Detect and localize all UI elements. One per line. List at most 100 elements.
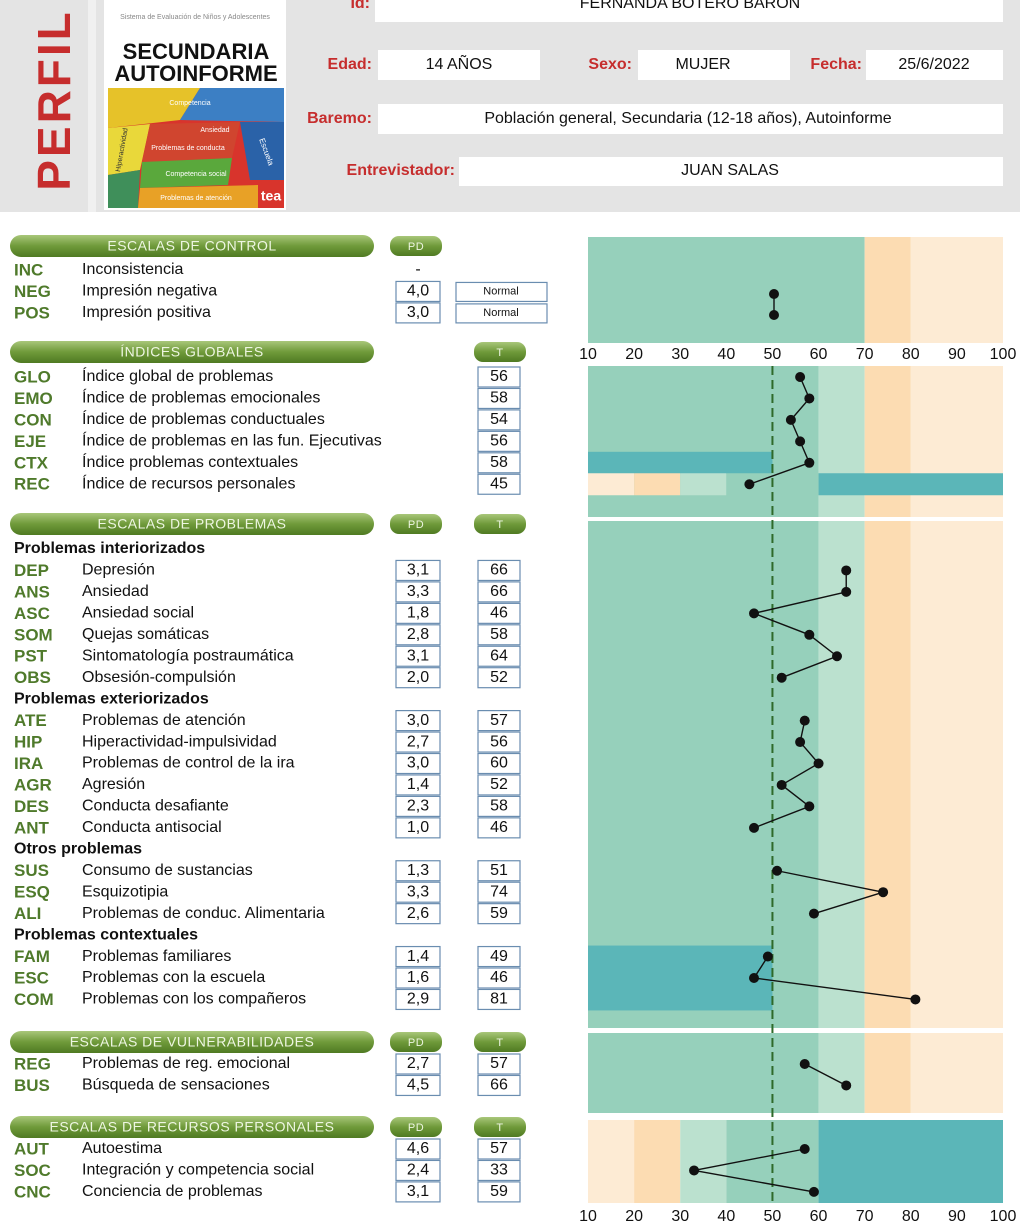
profile-point — [777, 780, 787, 790]
band — [680, 1120, 726, 1203]
scale-label: Obsesión-compulsión — [82, 669, 236, 686]
section-title: ESCALAS DE PROBLEMAS — [98, 516, 287, 532]
status: Normal — [483, 285, 518, 297]
column-title: PD — [408, 1037, 424, 1049]
status: Normal — [483, 307, 518, 319]
scale-code: HIP — [14, 733, 42, 752]
band — [588, 237, 865, 343]
pd-value: 4,6 — [407, 1140, 429, 1157]
t-value: 46 — [490, 819, 508, 836]
band — [819, 1120, 1003, 1203]
band — [588, 473, 634, 495]
field-label: Fecha: — [810, 56, 862, 73]
scale-label: Inconsistencia — [82, 261, 183, 278]
axis-tick-label: 40 — [717, 1208, 735, 1225]
pd-value: 3,0 — [407, 304, 429, 321]
t-value: 58 — [490, 454, 508, 471]
scale-label: Índice de problemas emocionales — [82, 388, 320, 407]
scale-label: Depresión — [82, 562, 155, 579]
axis-tick-label: 80 — [902, 346, 920, 363]
scale-label: Ansiedad social — [82, 605, 194, 622]
t-value: 58 — [490, 626, 508, 643]
section-title: ESCALAS DE VULNERABILIDADES — [70, 1034, 315, 1050]
axis-tick-label: 30 — [671, 346, 689, 363]
scale-label: Hiperactividad-impulsividad — [82, 733, 277, 750]
scale-code: ATE — [14, 711, 47, 730]
band — [819, 473, 1003, 495]
scale-label: Problemas con los compañeros — [82, 991, 306, 1008]
pd-value: 2,7 — [407, 1055, 429, 1072]
column-title: T — [496, 1122, 503, 1134]
profile-point — [763, 952, 773, 962]
field-label: Baremo: — [307, 110, 372, 127]
pd-value: 1,6 — [407, 969, 429, 986]
scale-code: EMO — [14, 389, 53, 408]
scale-code: CTX — [14, 453, 49, 472]
scale-code: FAM — [14, 947, 50, 966]
field-value: 14 AÑOS — [426, 53, 493, 73]
scale-code: REC — [14, 475, 50, 494]
scale-code: IRA — [14, 754, 43, 773]
profile-point — [910, 994, 920, 1004]
scale-label: Problemas de control de la ira — [82, 755, 295, 772]
scale-code: SOC — [14, 1161, 51, 1180]
pd-value: 2,6 — [407, 905, 429, 922]
t-value: 64 — [490, 647, 508, 664]
scale-label: Problemas de atención — [82, 712, 246, 729]
t-value: 56 — [490, 733, 508, 750]
pd-value: 2,0 — [407, 669, 429, 686]
band — [634, 473, 680, 495]
band — [911, 237, 1003, 343]
band — [911, 521, 1003, 1028]
control-marker — [769, 310, 779, 320]
band — [680, 473, 726, 495]
logo-title: AUTOINFORME — [114, 61, 277, 86]
pd-value: 4,5 — [407, 1077, 429, 1094]
axis-tick-label: 100 — [990, 1208, 1017, 1225]
column-title: PD — [408, 241, 424, 253]
band — [911, 1033, 1003, 1113]
scale-code: ESQ — [14, 883, 50, 902]
section-title: ÍNDICES GLOBALES — [120, 344, 263, 360]
pd-value: 3,3 — [407, 883, 429, 900]
t-value: 46 — [490, 605, 508, 622]
profile-point — [814, 759, 824, 769]
t-value: 54 — [490, 411, 508, 428]
scale-code: CNC — [14, 1182, 51, 1201]
profile-point — [795, 737, 805, 747]
scale-code: ANT — [14, 818, 50, 837]
scale-label: Problemas familiares — [82, 948, 231, 965]
pd-value: 2,7 — [407, 733, 429, 750]
axis-tick-label: 20 — [625, 346, 643, 363]
scale-label: Índice global de problemas — [82, 366, 273, 385]
scale-code: SOM — [14, 625, 53, 644]
profile-point — [841, 587, 851, 597]
t-value: 58 — [490, 798, 508, 815]
column-title: T — [496, 347, 503, 359]
axis-tick-label: 30 — [671, 1208, 689, 1225]
axis-tick-label: 50 — [764, 1208, 782, 1225]
plot-background — [588, 237, 1003, 1203]
field-label: Edad: — [328, 56, 372, 73]
t-value: 81 — [490, 991, 508, 1008]
profile-point — [804, 801, 814, 811]
scale-label: Agresión — [82, 776, 145, 793]
column-title: T — [496, 519, 503, 531]
section-title: ESCALAS DE RECURSOS PERSONALES — [50, 1119, 335, 1135]
band — [819, 1033, 865, 1113]
t-value: 56 — [490, 368, 508, 385]
t-value: 51 — [490, 862, 508, 879]
pd-value: 2,9 — [407, 991, 429, 1008]
scale-code: POS — [14, 303, 50, 322]
axis-tick-label: 70 — [856, 1208, 874, 1225]
profile-point — [804, 393, 814, 403]
profile-sheet: PERFIL Sistema de Evaluación de Niños y … — [0, 0, 1020, 1228]
t-value: 52 — [490, 776, 508, 793]
t-value: 45 — [490, 475, 508, 492]
column-title: T — [496, 1037, 503, 1049]
profile-point — [809, 909, 819, 919]
scale-label: Problemas de reg. emocional — [82, 1055, 290, 1072]
pd-value: 3,0 — [407, 712, 429, 729]
brand: tea — [261, 188, 281, 204]
profile-point — [744, 479, 754, 489]
